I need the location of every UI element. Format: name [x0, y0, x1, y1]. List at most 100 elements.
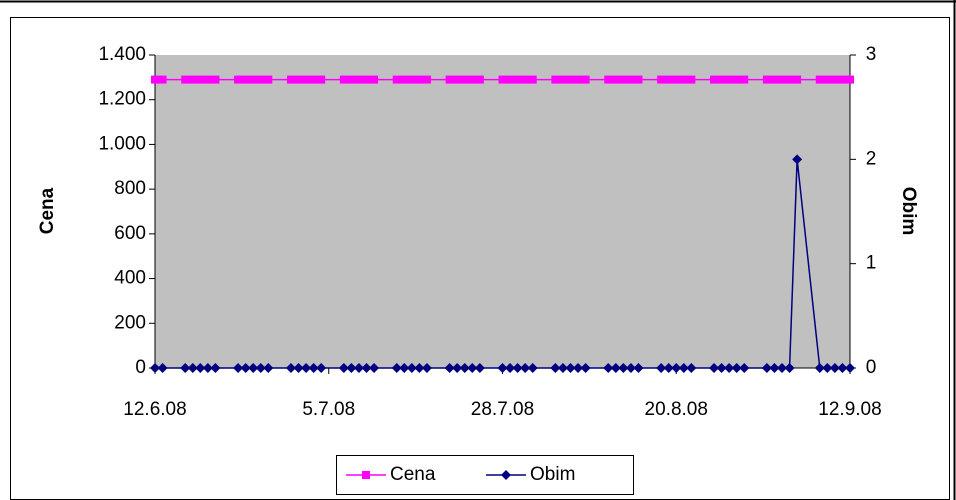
marker: [528, 75, 537, 84]
y-axis-title: Cena: [37, 187, 58, 234]
marker: [838, 75, 847, 84]
marker: [181, 75, 190, 84]
marker: [610, 363, 621, 373]
marker: [506, 75, 515, 84]
marker: [784, 363, 795, 373]
legend-label: Obim: [530, 464, 575, 485]
marker: [475, 75, 484, 84]
marker: [316, 363, 327, 373]
marker: [732, 75, 741, 84]
marker: [317, 75, 326, 84]
y2-tick-label: 2: [866, 148, 877, 169]
marker: [724, 363, 735, 373]
y-tick-label: 0: [135, 357, 146, 378]
marker: [293, 363, 304, 373]
marker: [203, 75, 212, 84]
marker: [241, 75, 250, 84]
marker: [785, 75, 794, 84]
marker: [830, 75, 839, 84]
marker: [656, 363, 667, 373]
marker: [687, 75, 696, 84]
marker: [233, 363, 244, 373]
marker: [151, 75, 159, 84]
y-tick-label: 400: [114, 268, 146, 289]
marker: [407, 75, 416, 84]
marker: [604, 75, 613, 84]
marker: [716, 363, 727, 373]
marker: [248, 363, 259, 373]
marker: [778, 75, 787, 84]
marker: [180, 363, 191, 373]
plot-area: [155, 55, 850, 368]
marker: [527, 363, 538, 373]
marker: [422, 75, 431, 84]
marker: [664, 75, 673, 84]
marker: [301, 363, 312, 373]
marker: [822, 363, 833, 373]
marker: [671, 363, 682, 373]
marker: [846, 75, 854, 84]
marker: [361, 363, 372, 373]
marker: [369, 363, 380, 373]
marker: [762, 75, 771, 84]
marker: [558, 75, 567, 84]
marker: [557, 363, 568, 373]
marker: [414, 363, 425, 373]
marker: [195, 363, 206, 373]
x-tick-label: 5.7.08: [302, 399, 355, 420]
marker: [710, 75, 719, 84]
marker: [399, 363, 410, 373]
marker: [815, 75, 824, 84]
marker: [717, 75, 726, 84]
marker: [445, 75, 454, 84]
marker: [263, 363, 274, 373]
marker: [444, 363, 455, 373]
marker: [619, 75, 628, 84]
marker: [400, 75, 409, 84]
marker: [391, 363, 402, 373]
marker: [520, 363, 531, 373]
y-tick-label: 1.200: [98, 89, 146, 110]
marker: [459, 363, 470, 373]
marker: [285, 363, 296, 373]
marker: [739, 363, 750, 373]
y-tick-label: 800: [114, 178, 146, 199]
marker: [580, 363, 591, 373]
marker: [187, 363, 198, 373]
marker: [264, 75, 273, 84]
marker: [686, 363, 697, 373]
y-tick-label: 1.000: [98, 133, 146, 154]
marker: [468, 75, 477, 84]
marker: [211, 75, 220, 84]
marker: [837, 363, 848, 373]
marker: [210, 363, 221, 373]
marker: [551, 75, 560, 84]
marker: [158, 75, 167, 84]
marker: [347, 75, 356, 84]
marker: [603, 363, 614, 373]
marker: [574, 75, 583, 84]
marker: [793, 75, 802, 84]
marker: [240, 363, 251, 373]
marker: [339, 75, 348, 84]
marker: [770, 75, 779, 84]
marker: [497, 363, 508, 373]
marker: [467, 363, 478, 373]
y2-tick-label: 0: [866, 357, 877, 378]
marker: [625, 363, 636, 373]
marker: [512, 363, 523, 373]
x-tick-label: 12.6.08: [123, 399, 186, 420]
y-tick-label: 200: [114, 312, 146, 333]
marker: [354, 75, 363, 84]
marker: [255, 363, 266, 373]
marker: [309, 75, 318, 84]
marker: [392, 75, 401, 84]
marker: [626, 75, 635, 84]
marker: [308, 363, 319, 373]
marker: [362, 75, 371, 84]
legend-label: Cena: [390, 464, 436, 485]
marker: [505, 363, 516, 373]
marker: [421, 363, 432, 373]
marker: [657, 75, 666, 84]
